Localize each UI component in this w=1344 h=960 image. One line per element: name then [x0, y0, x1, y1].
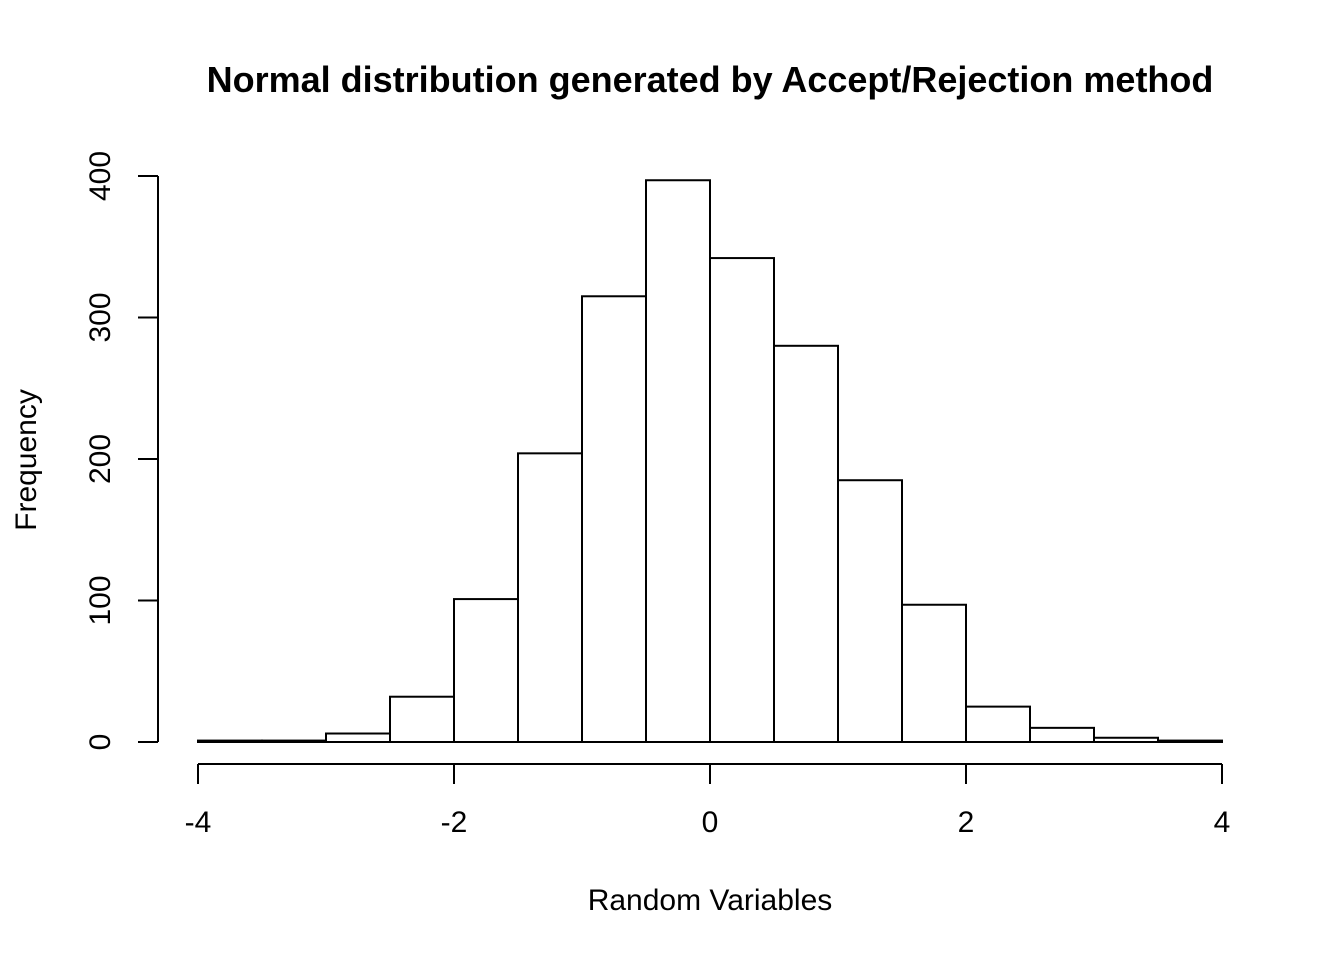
histogram-bar [645, 179, 711, 743]
histogram-bar [325, 732, 391, 744]
chart-title: Normal distribution generated by Accept/… [207, 59, 1214, 100]
histogram-bar [517, 452, 583, 743]
x-tick-label: 0 [702, 806, 719, 839]
x-axis-label: Random Variables [588, 884, 833, 917]
histogram-bar [965, 705, 1031, 743]
x-tick-label: 2 [958, 806, 975, 839]
histogram-bar [1029, 726, 1095, 743]
histogram-bar [837, 479, 903, 743]
y-tick-label: 200 [84, 434, 117, 484]
y-tick-label: 300 [84, 292, 117, 342]
histogram-bar [261, 739, 327, 744]
y-axis: 0 100 200 300 400 [84, 151, 159, 751]
x-tick-label: -4 [185, 806, 212, 839]
histogram-bar [773, 344, 839, 743]
histogram-bar [1093, 736, 1159, 744]
histogram-bar [453, 598, 519, 744]
x-axis: -4 -2 0 2 4 [185, 763, 1231, 839]
y-tick-label: 0 [84, 734, 117, 751]
y-tick-label: 400 [84, 151, 117, 201]
histogram-bar [709, 257, 775, 743]
y-tick-label: 100 [84, 575, 117, 625]
histogram-bar [197, 739, 263, 744]
histogram-bars [197, 179, 1223, 744]
y-axis-label: Frequency [10, 389, 43, 531]
x-tick-label: 4 [1214, 806, 1231, 839]
histogram-bar [389, 695, 455, 743]
histogram-bar [581, 295, 647, 743]
histogram-bar [1157, 739, 1223, 744]
histogram-bar [901, 603, 967, 743]
x-tick-label: -2 [441, 806, 468, 839]
